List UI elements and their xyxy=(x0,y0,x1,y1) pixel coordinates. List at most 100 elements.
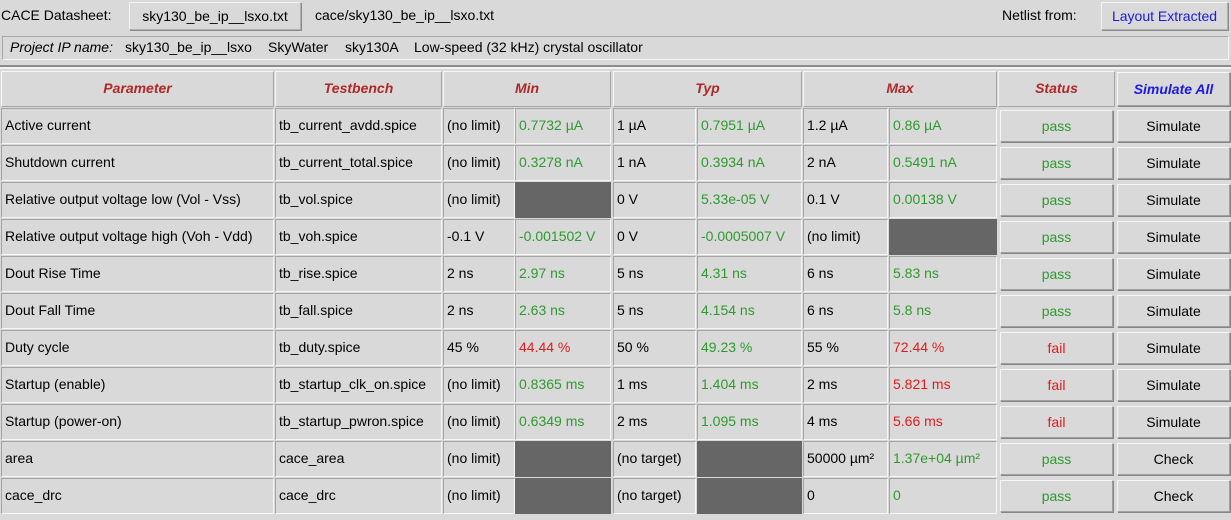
separator xyxy=(0,65,1231,69)
min-spec: (no limit) xyxy=(443,441,515,477)
max-value: 0.00138 V xyxy=(889,182,997,218)
table-row: Relative output voltage low (Vol - Vss) t… xyxy=(0,181,1231,218)
simulate-button[interactable]: Simulate xyxy=(1117,295,1230,327)
parameter-name: Startup (enable) xyxy=(1,367,274,403)
testbench-name: tb_rise.spice xyxy=(275,256,442,292)
testbench-name: tb_duty.spice xyxy=(275,330,442,366)
min-value-empty xyxy=(515,182,611,218)
max-spec: 50000 µm² xyxy=(803,441,888,477)
max-value: 1.37e+04 µm² xyxy=(889,441,997,477)
typ-spec: 1 µA xyxy=(613,108,696,144)
status-badge[interactable]: pass xyxy=(1000,184,1113,216)
min-value: 0.7732 µA xyxy=(515,108,611,144)
simulate-button[interactable]: Simulate xyxy=(1117,110,1230,142)
check-button[interactable]: Check xyxy=(1117,443,1230,475)
max-spec: 0 xyxy=(803,478,888,514)
project-label: Project IP name: xyxy=(10,39,113,55)
status-badge[interactable]: pass xyxy=(1000,295,1113,327)
max-spec: 4 ms xyxy=(803,404,888,440)
simulate-button[interactable]: Simulate xyxy=(1117,221,1230,253)
max-value-empty xyxy=(889,219,997,255)
typ-value: 4.154 ns xyxy=(697,293,802,329)
status-badge[interactable]: fail xyxy=(1000,406,1113,438)
header-typ: Typ xyxy=(613,71,802,107)
min-value: 2.63 ns xyxy=(515,293,611,329)
table-row: Active current tb_current_avdd.spice (no l… xyxy=(0,107,1231,144)
table-row: Duty cycle tb_duty.spice 45 % 44.44 % 50 % 49… xyxy=(0,329,1231,366)
parameter-name: Startup (power-on) xyxy=(1,404,274,440)
typ-spec: 0 V xyxy=(613,219,696,255)
status-badge[interactable]: pass xyxy=(1000,480,1113,512)
testbench-name: tb_startup_pwron.spice xyxy=(275,404,442,440)
max-value: 5.8 ns xyxy=(889,293,997,329)
header-min: Min xyxy=(443,71,611,107)
min-value: -0.001502 V xyxy=(515,219,611,255)
typ-value: 4.31 ns xyxy=(697,256,802,292)
min-value: 2.97 ns xyxy=(515,256,611,292)
min-spec: -0.1 V xyxy=(443,219,515,255)
typ-value: 1.404 ms xyxy=(697,367,802,403)
project-name: sky130_be_ip__lsxo xyxy=(125,39,252,55)
parameter-name: Dout Fall Time xyxy=(1,293,274,329)
max-spec: (no limit) xyxy=(803,219,888,255)
testbench-name: tb_startup_clk_on.spice xyxy=(275,367,442,403)
header-parameter: Parameter xyxy=(1,71,274,107)
simulate-button[interactable]: Simulate xyxy=(1117,406,1230,438)
max-spec: 6 ns xyxy=(803,293,888,329)
max-value: 0.5491 nA xyxy=(889,145,997,181)
typ-spec: (no target) xyxy=(613,478,696,514)
typ-value: 0.7951 µA xyxy=(697,108,802,144)
parameter-name: Dout Rise Time xyxy=(1,256,274,292)
testbench-name: cace_drc xyxy=(275,478,442,514)
datasheet-file-button[interactable]: sky130_be_ip__lsxo.txt xyxy=(129,2,301,30)
min-spec: 2 ns xyxy=(443,256,515,292)
testbench-name: tb_fall.spice xyxy=(275,293,442,329)
status-badge[interactable]: pass xyxy=(1000,443,1113,475)
min-spec: (no limit) xyxy=(443,145,515,181)
simulate-button[interactable]: Simulate xyxy=(1117,147,1230,179)
min-spec: (no limit) xyxy=(443,108,515,144)
status-badge[interactable]: pass xyxy=(1000,110,1113,142)
parameter-name: area xyxy=(1,441,274,477)
check-button[interactable]: Check xyxy=(1117,480,1230,512)
testbench-name: tb_voh.spice xyxy=(275,219,442,255)
typ-spec: 5 ns xyxy=(613,293,696,329)
simulate-button[interactable]: Simulate xyxy=(1117,258,1230,290)
status-badge[interactable]: fail xyxy=(1000,369,1113,401)
max-spec: 0.1 V xyxy=(803,182,888,218)
max-value: 5.66 ms xyxy=(889,404,997,440)
max-spec: 1.2 µA xyxy=(803,108,888,144)
min-spec: (no limit) xyxy=(443,182,515,218)
status-badge[interactable]: pass xyxy=(1000,147,1113,179)
project-info-bar: Project IP name: sky130_be_ip__lsxo SkyW… xyxy=(2,36,1229,60)
min-spec: 2 ns xyxy=(443,293,515,329)
typ-value: 49.23 % xyxy=(697,330,802,366)
testbench-name: cace_area xyxy=(275,441,442,477)
simulate-button[interactable]: Simulate xyxy=(1117,332,1230,364)
table-row: cace_drc cace_drc (no limit) (no target) 0 0 p… xyxy=(0,477,1231,514)
datasheet-path: cace/sky130_be_ip__lsxo.txt xyxy=(315,7,494,23)
max-spec: 55 % xyxy=(803,330,888,366)
typ-spec: 2 ms xyxy=(613,404,696,440)
simulate-button[interactable]: Simulate xyxy=(1117,184,1230,216)
header-status: Status xyxy=(998,71,1115,107)
min-value: 0.8365 ms xyxy=(515,367,611,403)
table-header-row: Parameter Testbench Min Typ Max Status S… xyxy=(0,70,1231,107)
parameter-name: Active current xyxy=(1,108,274,144)
simulate-all-button[interactable]: Simulate All xyxy=(1117,72,1230,106)
netlist-source-button[interactable]: Layout Extracted xyxy=(1101,2,1228,30)
min-value: 44.44 % xyxy=(515,330,611,366)
typ-spec: 0 V xyxy=(613,182,696,218)
typ-spec: (no target) xyxy=(613,441,696,477)
max-spec: 2 nA xyxy=(803,145,888,181)
status-badge[interactable]: fail xyxy=(1000,332,1113,364)
project-process: sky130A xyxy=(345,39,399,55)
status-badge[interactable]: pass xyxy=(1000,221,1113,253)
testbench-name: tb_current_total.spice xyxy=(275,145,442,181)
status-badge[interactable]: pass xyxy=(1000,258,1113,290)
parameter-name: Relative output voltage low (Vol - Vss) xyxy=(1,182,274,218)
simulate-button[interactable]: Simulate xyxy=(1117,369,1230,401)
max-value: 72.44 % xyxy=(889,330,997,366)
min-value-empty xyxy=(515,441,611,477)
table-row: Relative output voltage high (Voh - Vdd)… xyxy=(0,218,1231,255)
